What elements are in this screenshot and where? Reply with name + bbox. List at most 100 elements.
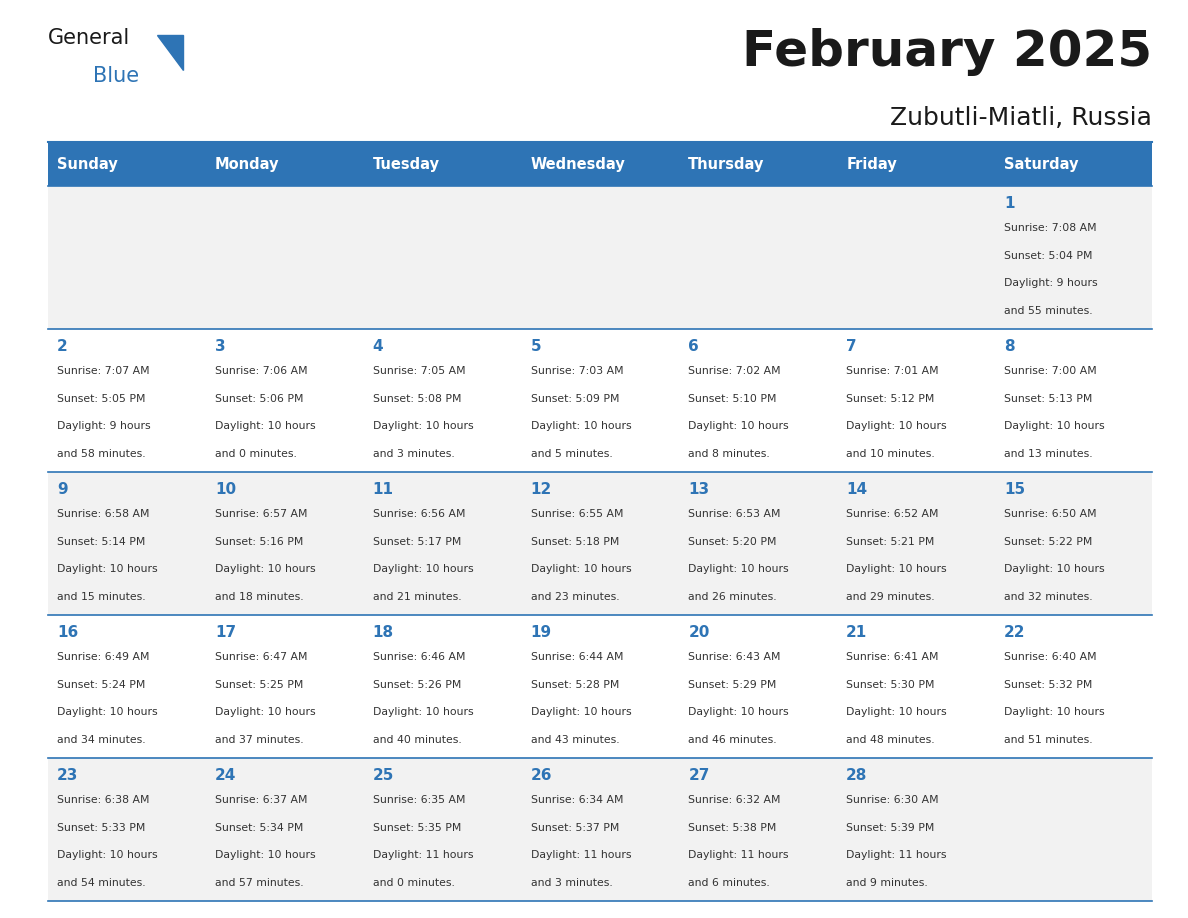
Text: Daylight: 10 hours: Daylight: 10 hours xyxy=(531,421,631,431)
Text: Daylight: 10 hours: Daylight: 10 hours xyxy=(57,565,158,574)
Text: and 8 minutes.: and 8 minutes. xyxy=(688,449,770,459)
Text: 20: 20 xyxy=(688,624,709,640)
Text: 4: 4 xyxy=(373,339,384,353)
Text: and 18 minutes.: and 18 minutes. xyxy=(215,592,303,601)
Text: Sunset: 5:26 PM: Sunset: 5:26 PM xyxy=(373,679,461,689)
Text: Daylight: 10 hours: Daylight: 10 hours xyxy=(215,850,316,860)
Text: and 29 minutes.: and 29 minutes. xyxy=(846,592,935,601)
Text: and 54 minutes.: and 54 minutes. xyxy=(57,878,146,888)
Text: Sunrise: 6:57 AM: Sunrise: 6:57 AM xyxy=(215,509,308,519)
Text: Blue: Blue xyxy=(93,66,139,86)
Text: Daylight: 10 hours: Daylight: 10 hours xyxy=(1004,565,1105,574)
Text: Sunrise: 6:52 AM: Sunrise: 6:52 AM xyxy=(846,509,939,519)
Text: Daylight: 10 hours: Daylight: 10 hours xyxy=(688,565,789,574)
Text: and 57 minutes.: and 57 minutes. xyxy=(215,878,303,888)
Text: 1: 1 xyxy=(1004,196,1015,210)
Text: and 46 minutes.: and 46 minutes. xyxy=(688,734,777,744)
Text: 27: 27 xyxy=(688,767,709,783)
Text: Daylight: 9 hours: Daylight: 9 hours xyxy=(1004,278,1098,288)
Text: Sunset: 5:32 PM: Sunset: 5:32 PM xyxy=(1004,679,1093,689)
Text: Sunset: 5:17 PM: Sunset: 5:17 PM xyxy=(373,537,461,546)
Text: and 6 minutes.: and 6 minutes. xyxy=(688,878,770,888)
Text: and 37 minutes.: and 37 minutes. xyxy=(215,734,303,744)
Text: and 15 minutes.: and 15 minutes. xyxy=(57,592,146,601)
Text: 23: 23 xyxy=(57,767,78,783)
Text: Daylight: 10 hours: Daylight: 10 hours xyxy=(846,565,947,574)
Text: and 26 minutes.: and 26 minutes. xyxy=(688,592,777,601)
Text: 18: 18 xyxy=(373,624,393,640)
Text: 17: 17 xyxy=(215,624,236,640)
Text: 5: 5 xyxy=(531,339,542,353)
Text: Sunset: 5:04 PM: Sunset: 5:04 PM xyxy=(1004,251,1093,261)
Polygon shape xyxy=(157,35,183,70)
Text: Sunset: 5:22 PM: Sunset: 5:22 PM xyxy=(1004,537,1093,546)
Text: Sunrise: 6:46 AM: Sunrise: 6:46 AM xyxy=(373,652,466,662)
Text: Friday: Friday xyxy=(846,157,897,172)
Text: Sunset: 5:24 PM: Sunset: 5:24 PM xyxy=(57,679,145,689)
Text: 24: 24 xyxy=(215,767,236,783)
Text: Sunset: 5:35 PM: Sunset: 5:35 PM xyxy=(373,823,461,833)
Text: Sunrise: 6:58 AM: Sunrise: 6:58 AM xyxy=(57,509,150,519)
Bar xyxy=(48,615,1152,758)
Text: Sunrise: 6:44 AM: Sunrise: 6:44 AM xyxy=(531,652,623,662)
Text: 21: 21 xyxy=(846,624,867,640)
Bar xyxy=(48,758,1152,901)
Text: Tuesday: Tuesday xyxy=(373,157,440,172)
Text: and 32 minutes.: and 32 minutes. xyxy=(1004,592,1093,601)
Text: Sunset: 5:20 PM: Sunset: 5:20 PM xyxy=(688,537,777,546)
Text: Sunrise: 6:34 AM: Sunrise: 6:34 AM xyxy=(531,795,623,805)
Text: 7: 7 xyxy=(846,339,857,353)
Text: Sunset: 5:34 PM: Sunset: 5:34 PM xyxy=(215,823,303,833)
Text: Daylight: 10 hours: Daylight: 10 hours xyxy=(57,850,158,860)
Text: Sunrise: 6:50 AM: Sunrise: 6:50 AM xyxy=(1004,509,1097,519)
Text: Sunrise: 6:55 AM: Sunrise: 6:55 AM xyxy=(531,509,623,519)
Text: and 3 minutes.: and 3 minutes. xyxy=(373,449,455,459)
Text: Sunrise: 6:35 AM: Sunrise: 6:35 AM xyxy=(373,795,466,805)
Text: Daylight: 11 hours: Daylight: 11 hours xyxy=(531,850,631,860)
Text: Daylight: 10 hours: Daylight: 10 hours xyxy=(215,421,316,431)
Text: Zubutli-Miatli, Russia: Zubutli-Miatli, Russia xyxy=(891,106,1152,129)
Text: Daylight: 11 hours: Daylight: 11 hours xyxy=(846,850,947,860)
Text: Sunset: 5:05 PM: Sunset: 5:05 PM xyxy=(57,394,145,404)
Text: Daylight: 10 hours: Daylight: 10 hours xyxy=(688,421,789,431)
Text: Daylight: 9 hours: Daylight: 9 hours xyxy=(57,421,151,431)
Text: Sunrise: 6:47 AM: Sunrise: 6:47 AM xyxy=(215,652,308,662)
Text: Daylight: 11 hours: Daylight: 11 hours xyxy=(373,850,473,860)
Text: Sunrise: 6:53 AM: Sunrise: 6:53 AM xyxy=(688,509,781,519)
Text: 25: 25 xyxy=(373,767,394,783)
Text: 19: 19 xyxy=(531,624,551,640)
Text: Sunrise: 6:32 AM: Sunrise: 6:32 AM xyxy=(688,795,781,805)
Text: Sunset: 5:08 PM: Sunset: 5:08 PM xyxy=(373,394,461,404)
Text: Sunset: 5:21 PM: Sunset: 5:21 PM xyxy=(846,537,935,546)
Text: Daylight: 10 hours: Daylight: 10 hours xyxy=(1004,421,1105,431)
Text: and 10 minutes.: and 10 minutes. xyxy=(846,449,935,459)
Text: Daylight: 11 hours: Daylight: 11 hours xyxy=(688,850,789,860)
Text: 2: 2 xyxy=(57,339,68,353)
Text: 10: 10 xyxy=(215,482,236,497)
Text: 15: 15 xyxy=(1004,482,1025,497)
Text: and 9 minutes.: and 9 minutes. xyxy=(846,878,928,888)
Text: Daylight: 10 hours: Daylight: 10 hours xyxy=(373,421,473,431)
Text: Daylight: 10 hours: Daylight: 10 hours xyxy=(1004,707,1105,717)
Text: Sunrise: 6:41 AM: Sunrise: 6:41 AM xyxy=(846,652,939,662)
Text: 12: 12 xyxy=(531,482,551,497)
Text: 14: 14 xyxy=(846,482,867,497)
Text: Sunrise: 7:03 AM: Sunrise: 7:03 AM xyxy=(531,366,624,376)
Text: Daylight: 10 hours: Daylight: 10 hours xyxy=(846,707,947,717)
Text: Daylight: 10 hours: Daylight: 10 hours xyxy=(531,707,631,717)
Text: and 48 minutes.: and 48 minutes. xyxy=(846,734,935,744)
Text: Sunset: 5:29 PM: Sunset: 5:29 PM xyxy=(688,679,777,689)
Text: Daylight: 10 hours: Daylight: 10 hours xyxy=(373,565,473,574)
Text: and 3 minutes.: and 3 minutes. xyxy=(531,878,612,888)
Text: Sunset: 5:13 PM: Sunset: 5:13 PM xyxy=(1004,394,1093,404)
Text: Sunrise: 7:06 AM: Sunrise: 7:06 AM xyxy=(215,366,308,376)
Text: Sunrise: 7:08 AM: Sunrise: 7:08 AM xyxy=(1004,223,1097,233)
Text: Sunrise: 7:05 AM: Sunrise: 7:05 AM xyxy=(373,366,466,376)
Text: 22: 22 xyxy=(1004,624,1025,640)
Text: Sunset: 5:39 PM: Sunset: 5:39 PM xyxy=(846,823,935,833)
Text: Sunrise: 6:30 AM: Sunrise: 6:30 AM xyxy=(846,795,939,805)
Text: and 21 minutes.: and 21 minutes. xyxy=(373,592,461,601)
Text: February 2025: February 2025 xyxy=(742,28,1152,75)
Text: and 55 minutes.: and 55 minutes. xyxy=(1004,306,1093,316)
Text: Sunrise: 7:01 AM: Sunrise: 7:01 AM xyxy=(846,366,939,376)
